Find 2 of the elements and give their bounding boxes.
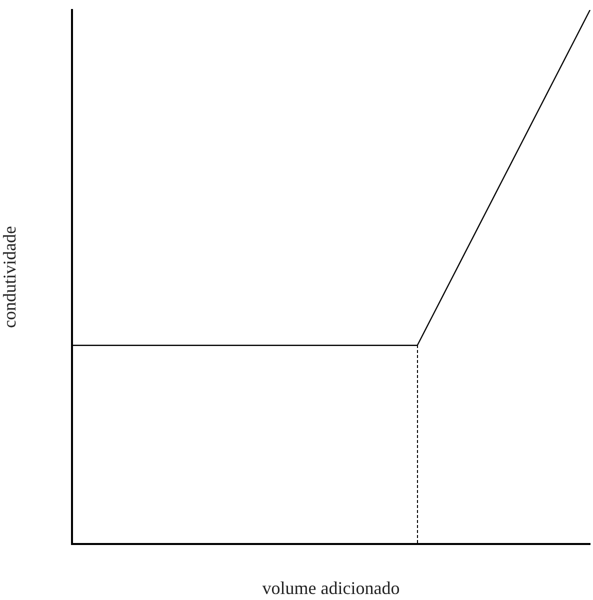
y-axis-title: condutividade <box>0 226 20 328</box>
x-axis-title: volume adicionado <box>262 578 400 598</box>
